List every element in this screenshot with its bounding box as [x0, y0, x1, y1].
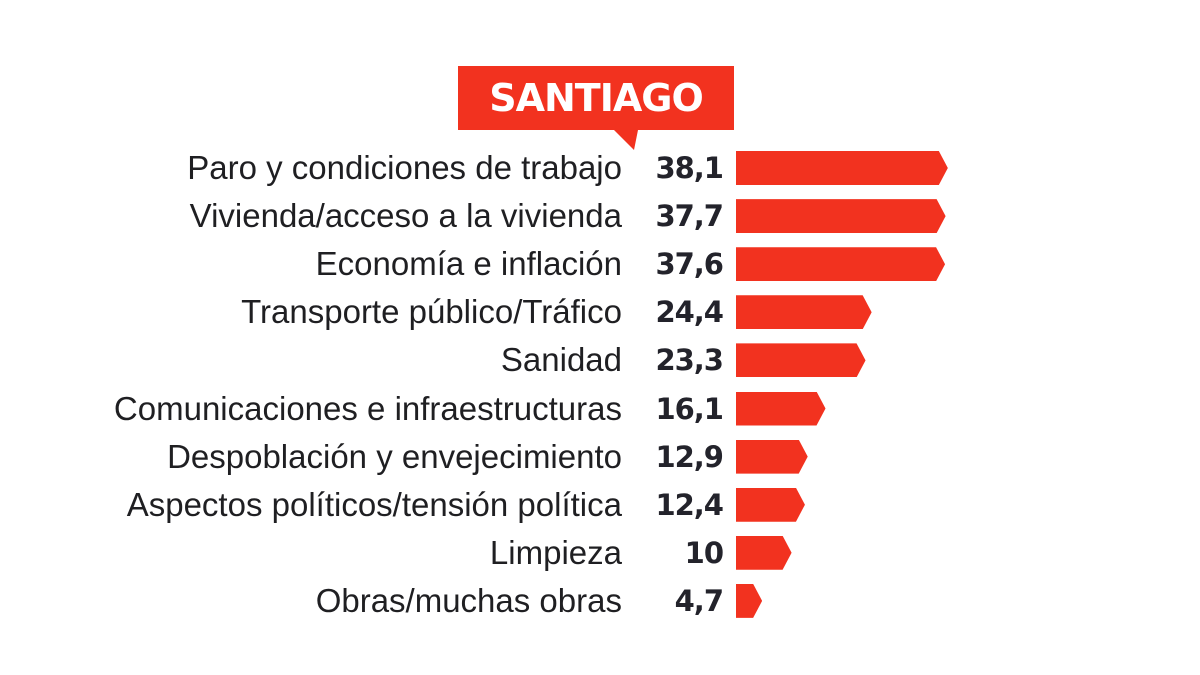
- chart-title: SANTIAGO: [489, 76, 704, 120]
- category-label: Sanidad: [500, 341, 622, 379]
- value-label: 24,4: [655, 295, 724, 330]
- bar-row: Sanidad 23,3: [0, 339, 1200, 381]
- bar-row: Obras/muchas obras 4,7: [0, 580, 1200, 622]
- value-label: 16,1: [655, 391, 724, 426]
- bar: [736, 151, 948, 185]
- value-label: 12,9: [655, 439, 724, 474]
- bar: [736, 439, 808, 474]
- bar: [736, 535, 792, 570]
- bar: [736, 343, 866, 378]
- category-label: Aspectos políticos/tensión política: [126, 485, 622, 523]
- bar-row: Aspectos políticos/tensión política 12,4: [0, 484, 1200, 526]
- bar-row: Despoblación y envejecimiento 12,9: [0, 436, 1200, 478]
- category-label: Obras/muchas obras: [315, 581, 622, 619]
- bar-row: Paro y condiciones de trabajo 38,1: [0, 147, 1200, 189]
- category-label: Limpieza: [489, 533, 622, 571]
- bar: [736, 199, 946, 234]
- value-label: 37,6: [655, 247, 724, 282]
- bar: [736, 391, 826, 426]
- bar: [736, 487, 805, 522]
- category-label: Paro y condiciones de trabajo: [187, 149, 622, 186]
- value-label: 38,1: [655, 151, 724, 185]
- title-badge: SANTIAGO: [458, 66, 734, 150]
- value-label: 23,3: [655, 343, 724, 378]
- title-background: [458, 66, 734, 150]
- value-label: 12,4: [655, 487, 724, 522]
- value-label: 10: [684, 535, 724, 570]
- bar-row: Comunicaciones e infraestructuras 16,1: [0, 388, 1200, 430]
- category-label: Economía e inflación: [315, 245, 622, 283]
- category-label: Comunicaciones e infraestructuras: [113, 389, 622, 427]
- bar: [736, 295, 872, 330]
- bar-row: Economía e inflación 37,6: [0, 243, 1200, 285]
- category-label: Vivienda/acceso a la vivienda: [189, 197, 622, 235]
- bar-row: Transporte público/Tráfico 24,4: [0, 291, 1200, 333]
- bar-row: Limpieza 10: [0, 532, 1200, 574]
- bar: [736, 583, 763, 618]
- category-label: Despoblación y envejecimiento: [167, 437, 622, 475]
- category-label: Transporte público/Tráfico: [241, 293, 622, 331]
- value-label: 4,7: [674, 583, 724, 618]
- bar-row: Vivienda/acceso a la vivienda 37,7: [0, 195, 1200, 237]
- bar: [736, 247, 946, 282]
- value-label: 37,7: [655, 199, 724, 234]
